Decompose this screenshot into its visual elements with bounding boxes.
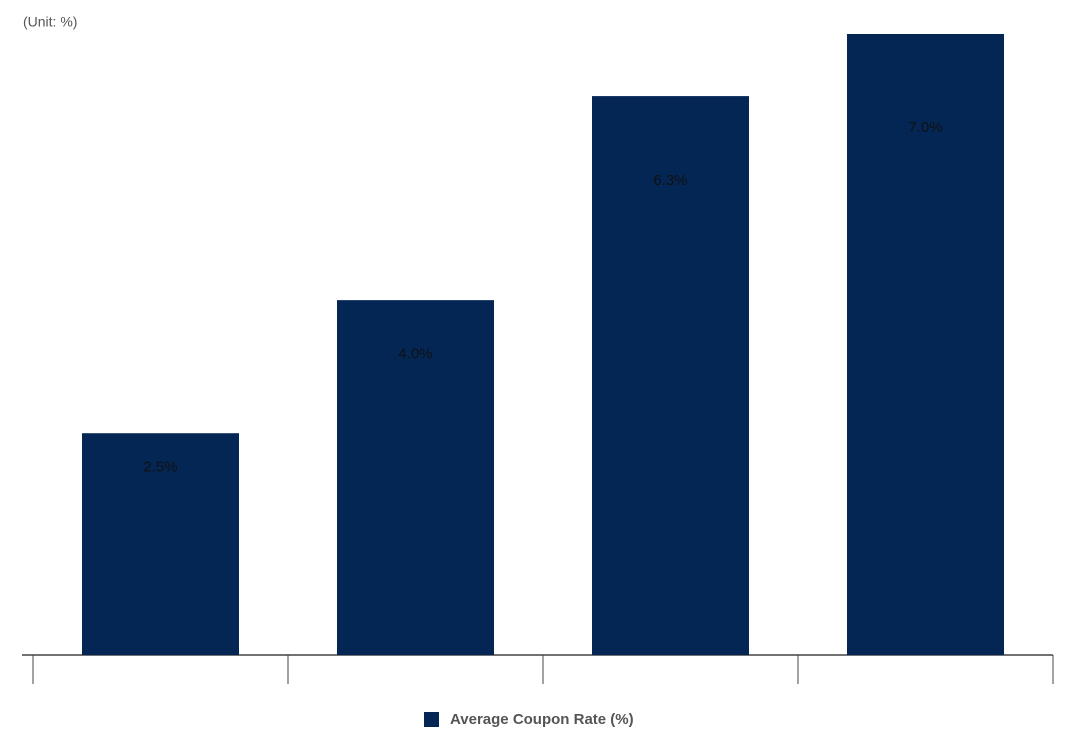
value-label: 6.3% (653, 172, 687, 189)
unit-note: (Unit: %) (23, 14, 77, 30)
value-label: 7.0% (908, 119, 942, 136)
legend-swatch (424, 712, 439, 727)
bar (847, 34, 1004, 655)
bar (82, 433, 239, 655)
bar (337, 300, 494, 655)
legend-label: Average Coupon Rate (%) (450, 711, 634, 728)
value-label: 2.5% (143, 458, 177, 475)
bar (592, 96, 749, 656)
value-label: 4.0% (398, 345, 432, 362)
